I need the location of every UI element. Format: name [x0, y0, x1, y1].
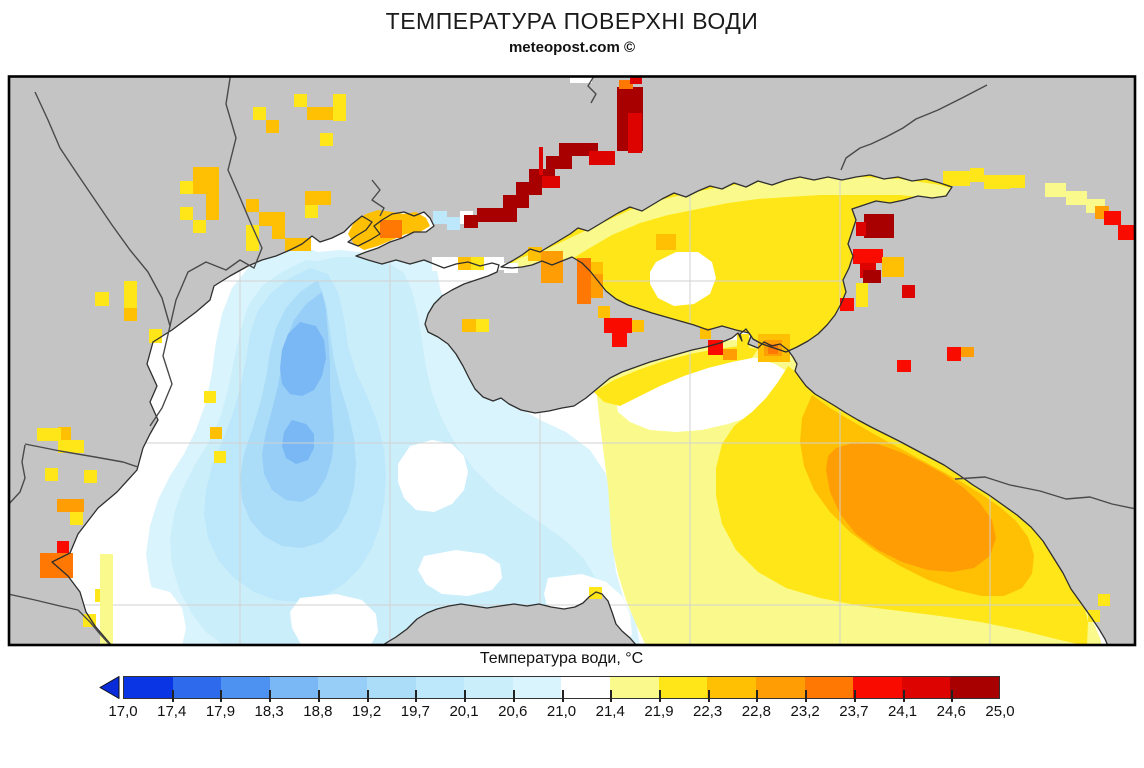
colorbar-tick-label: 19,2: [352, 703, 382, 720]
colorbar-tick: [171, 690, 174, 702]
colorbar-segment: [124, 677, 173, 698]
colorbar-tick-label: 22,3: [693, 703, 723, 720]
colorbar-segment: [658, 677, 708, 698]
country-borders: [10, 77, 1134, 644]
map-frame: [7, 75, 1137, 647]
colorbar-segment: [755, 677, 805, 698]
colorbar-tick: [853, 690, 856, 702]
colorbar: [123, 676, 1000, 702]
colorbar-segment: [901, 677, 951, 698]
colorbar-tick-label: 19,7: [400, 703, 430, 720]
colorbar-tick: [512, 690, 515, 702]
colorbar-tick: [707, 690, 710, 702]
colorbar-tick-label: 24,1: [887, 703, 918, 720]
colorbar-tick: [269, 690, 272, 702]
colorbar-tick: [220, 690, 223, 702]
colorbar-tick: [366, 690, 369, 702]
colorbar-tick-label: 18,8: [303, 703, 333, 720]
colorbar-tick: [561, 690, 564, 702]
coastline: [51, 174, 1108, 644]
colorbar-tick-label: 17,0: [108, 703, 138, 720]
colorbar-label: Температура води, °С: [479, 650, 644, 667]
colorbar-tick-label: 20,6: [498, 703, 528, 720]
colorbar-segment: [221, 677, 270, 698]
page-title: ТЕМПЕРАТУРА ПОВЕРХНІ ВОДИ: [385, 8, 759, 34]
colorbar-tick-label: 22,8: [741, 703, 771, 720]
colorbar-tick-label: 17,4: [157, 703, 187, 720]
colorbar-tick-label: 23,7: [839, 703, 869, 720]
colorbar-segment: [464, 677, 513, 698]
page-subtitle: meteopost.com ©: [508, 39, 636, 56]
colorbar-tick-label: 21,0: [546, 703, 577, 720]
colorbar-segment: [950, 677, 999, 698]
colorbar-tick-labels: 17,0 17,4 17,9 18,3 18,8 19,2 19,7 20,1 20,6 21,0…: [0, 703, 1144, 723]
colorbar-tick: [658, 690, 661, 702]
colorbar-tick-label: 24,6: [936, 703, 966, 720]
colorbar-tick: [756, 690, 759, 702]
colorbar-tick: [805, 690, 808, 702]
colorbar-segment: [415, 677, 465, 698]
colorbar-segments: [124, 677, 999, 698]
colorbar-segment: [172, 677, 222, 698]
colorbar-tick: [902, 690, 905, 702]
colorbar-segment: [367, 677, 416, 698]
colorbar-tick: [464, 690, 467, 702]
colorbar-tick-label: 23,2: [790, 703, 820, 720]
colorbar-segment: [853, 677, 902, 698]
colorbar-tick-label: 21,9: [644, 703, 674, 720]
colorbar-segment: [318, 677, 368, 698]
colorbar-segment: [561, 677, 611, 698]
colorbar-tick: [317, 690, 320, 702]
colorbar-segment: [707, 677, 756, 698]
colorbar-tick-label: 21,4: [595, 703, 625, 720]
colorbar-tick: [415, 690, 418, 702]
colorbar-tick: [610, 690, 613, 702]
colorbar-segment: [512, 677, 562, 698]
colorbar-tick-label: 25,0: [985, 703, 1015, 720]
colorbar-tick-label: 17,9: [205, 703, 236, 720]
colorbar-tick-label: 18,3: [254, 703, 284, 720]
colorbar-segment: [804, 677, 854, 698]
colorbar-tick-label: 20,1: [449, 703, 479, 720]
colorbar-tick: [951, 690, 954, 702]
colorbar-segment: [610, 677, 659, 698]
colorbar-arrow-icon: [99, 676, 120, 699]
colorbar-segment: [269, 677, 319, 698]
dnieper-reservoir-cells: [464, 77, 643, 228]
